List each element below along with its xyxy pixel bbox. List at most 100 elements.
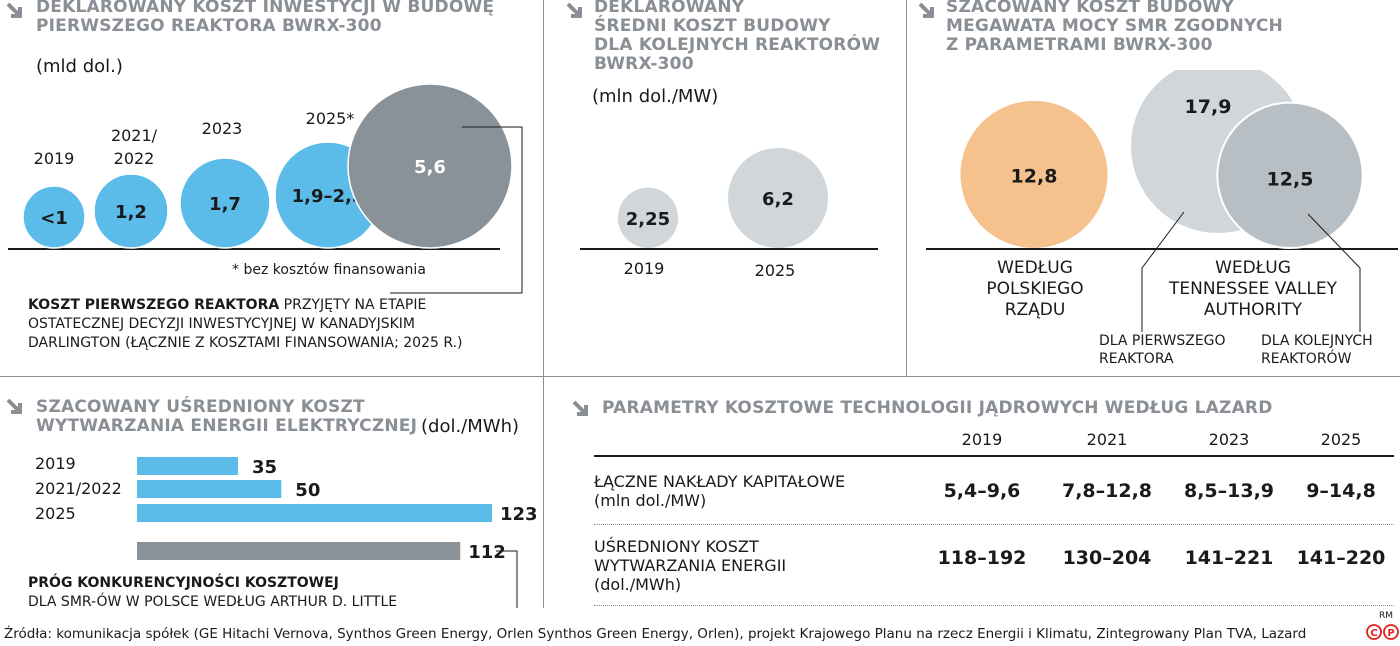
category-label: 2019 bbox=[35, 454, 76, 473]
bubble bbox=[1216, 101, 1364, 249]
panel3-sub-next: DLA KOLEJNYCH REAKTORÓW bbox=[1261, 332, 1373, 368]
bar bbox=[137, 480, 282, 498]
category-label: 2023 bbox=[202, 119, 243, 138]
threshold-bar bbox=[137, 542, 461, 560]
bubble bbox=[347, 83, 513, 249]
panel4-title: SZACOWANY UŚREDNIONY KOSZT WYTWARZANIA E… bbox=[36, 398, 417, 436]
divider-vertical bbox=[543, 0, 544, 608]
footer-sources: Źródła: komunikacja spółek (GE Hitachi V… bbox=[4, 626, 1307, 642]
label-line: DLA PIERWSZEGO bbox=[1099, 333, 1226, 349]
connector-line bbox=[390, 126, 523, 294]
panel4-threshold-note: PRÓG KONKURENCYJNOŚCI KOSZTOWEJ DLA SMR-… bbox=[28, 574, 397, 612]
bar-value-label: 123 bbox=[500, 504, 538, 525]
label-line: DLA KOLEJNYCH bbox=[1261, 333, 1373, 349]
panel1-footnote: * bez kosztów finansowania bbox=[232, 262, 426, 278]
table-cell: 118–192 bbox=[937, 547, 1027, 569]
svg-text:P: P bbox=[1387, 628, 1394, 639]
panel2-chart: 2,25 2019 6,2 2025 bbox=[580, 148, 878, 280]
panel2-title-line4: BWRX-300 bbox=[594, 54, 694, 74]
panel4-unit: (dol./MWh) bbox=[421, 416, 520, 437]
bubble-value-label: 5,6 bbox=[414, 157, 446, 178]
bubble-value-label: 12,8 bbox=[1011, 165, 1058, 187]
table-row-divider bbox=[594, 524, 1394, 525]
bubble-value-label: 2,25 bbox=[626, 209, 670, 230]
table-cell: 141–221 bbox=[1184, 547, 1274, 569]
bubble bbox=[93, 173, 169, 249]
panel3-sub-first: DLA PIERWSZEGO REAKTORA bbox=[1099, 332, 1226, 368]
bubble bbox=[728, 148, 828, 248]
panel3-chart: 12,8 17,9 12,5 bbox=[926, 70, 1398, 332]
table-cell: 9–14,8 bbox=[1306, 480, 1376, 502]
category-label: 2025* bbox=[306, 109, 355, 128]
table-cell: 7,8–12,8 bbox=[1061, 480, 1153, 502]
label-line: WEDŁUG bbox=[997, 258, 1073, 278]
label-line: WEDŁUG bbox=[1215, 258, 1291, 278]
label-line: POLSKIEGO bbox=[986, 279, 1084, 299]
row-label-line: ŁĄCZNE NAKŁADY KAPITAŁOWE bbox=[594, 472, 846, 491]
category-label: 2022 bbox=[114, 149, 155, 168]
bubble-value-label: 12,5 bbox=[1267, 168, 1314, 190]
panel2-title: DEKLAROWANY ŚREDNI KOSZT BUDOWY DLA KOLE… bbox=[594, 0, 880, 74]
arrow-icon bbox=[6, 398, 22, 414]
panel3-title-line1: SZACOWANY KOSZT BUDOWY bbox=[946, 0, 1234, 17]
bar bbox=[137, 504, 492, 522]
bubble-value-label: 17,9 bbox=[1185, 96, 1232, 118]
label-line: RZĄDU bbox=[1004, 300, 1066, 320]
panel2-title-line1: DEKLAROWANY bbox=[594, 0, 745, 17]
panel1-note-rest: PRZYJĘTY NA ETAPIE bbox=[279, 297, 427, 313]
panel3-label-tva: WEDŁUG TENNESSEE VALLEY AUTHORITY bbox=[1158, 258, 1348, 321]
bar-value-label: 50 bbox=[295, 480, 320, 501]
panel4-title-line1: SZACOWANY UŚREDNIONY KOSZT bbox=[36, 397, 365, 417]
category-label: 2021/2022 bbox=[35, 479, 122, 498]
leader-line bbox=[1307, 213, 1361, 332]
bubble bbox=[179, 157, 271, 249]
bubble-value-label: 6,2 bbox=[762, 189, 794, 210]
category-label: 2025 bbox=[35, 504, 76, 523]
category-label: 2025 bbox=[755, 261, 796, 280]
bubble bbox=[960, 100, 1108, 248]
panel4-title-line2: WYTWARZANIA ENERGII ELEKTRYCZNEJ bbox=[36, 416, 418, 436]
threshold-value-label: 112 bbox=[468, 542, 506, 563]
bubble-value-label: 1,9–2,5 bbox=[292, 186, 365, 207]
bar-value-label: 35 bbox=[252, 457, 277, 478]
table-cell: 141–220 bbox=[1296, 547, 1386, 569]
bubble-value-label: 1,2 bbox=[115, 202, 147, 223]
panel1-note: KOSZT PIERWSZEGO REAKTORA PRZYJĘTY NA ET… bbox=[28, 296, 463, 353]
row-label-line: WYTWARZANIA ENERGII bbox=[594, 556, 787, 575]
panel3-title-line2: MEGAWATA MOCY SMR ZGODNYCH bbox=[946, 16, 1283, 36]
label-line: REAKTORÓW bbox=[1261, 351, 1352, 367]
arrow-icon bbox=[566, 2, 582, 18]
panel1-note-line2: OSTATECZNEJ DECYZJI INWESTYCYJNEJ W KANA… bbox=[28, 316, 415, 332]
label-line: AUTHORITY bbox=[1203, 300, 1303, 320]
panel1-unit: (mld dol.) bbox=[36, 56, 123, 77]
divider-horizontal bbox=[0, 376, 1400, 377]
category-label: 2019 bbox=[624, 259, 665, 278]
panel2-title-line2: ŚREDNI KOSZT BUDOWY bbox=[594, 16, 831, 36]
table-cell: 5,4–9,6 bbox=[943, 480, 1021, 502]
arrow-icon bbox=[918, 2, 934, 18]
panel1-title-line1: DEKLAROWANY KOSZT INWESTYCJI W BUDOWĘ bbox=[36, 0, 495, 17]
panel1-chart: <1 1,2 1,7 1,9–2,5 5,6 2019 2021/2022 2023 2025* bbox=[8, 83, 523, 294]
panel5-title: PARAMETRY KOSZTOWE TECHNOLOGII JĄDROWYCH… bbox=[602, 398, 1273, 418]
panel3-label-gov: WEDŁUG POLSKIEGO RZĄDU bbox=[960, 258, 1110, 321]
svg-text:C: C bbox=[1370, 628, 1377, 639]
panel1-title-line2: PIERWSZEGO REAKTORA BWRX-300 bbox=[36, 16, 382, 36]
panel2-unit: (mln dol./MW) bbox=[592, 86, 719, 107]
connector-line bbox=[496, 550, 518, 608]
panel1-note-line3: DARLINGTON (ŁĄCZNIE Z KOSZTAMI FINANSOWA… bbox=[28, 335, 463, 351]
arrow-icon bbox=[6, 2, 22, 18]
column-header: 2023 bbox=[1208, 430, 1250, 449]
panel1-title: DEKLAROWANY KOSZT INWESTYCJI W BUDOWĘ PI… bbox=[36, 0, 494, 36]
category-label: 2021/ bbox=[111, 126, 158, 145]
table-row-label-2: UŚREDNIONY KOSZT WYTWARZANIA ENERGII (do… bbox=[594, 537, 786, 594]
row-label-line: (mln dol./MW) bbox=[594, 491, 707, 510]
table-cell: 130–204 bbox=[1062, 547, 1152, 569]
panel1-note-bold: KOSZT PIERWSZEGO REAKTORA bbox=[28, 297, 280, 313]
table-row-divider bbox=[594, 605, 1394, 606]
threshold-line2: DLA SMR-ÓW W POLSCE WEDŁUG ARTHUR D. LIT… bbox=[28, 594, 398, 610]
column-header: 2025 bbox=[1320, 430, 1362, 449]
table-header-rule bbox=[594, 455, 1394, 457]
copyright-logo-icon: C P bbox=[1366, 624, 1399, 640]
panel4-chart: 35 2019 50 2021/2022 123 2025 112 bbox=[35, 454, 538, 608]
bubble bbox=[22, 185, 86, 249]
